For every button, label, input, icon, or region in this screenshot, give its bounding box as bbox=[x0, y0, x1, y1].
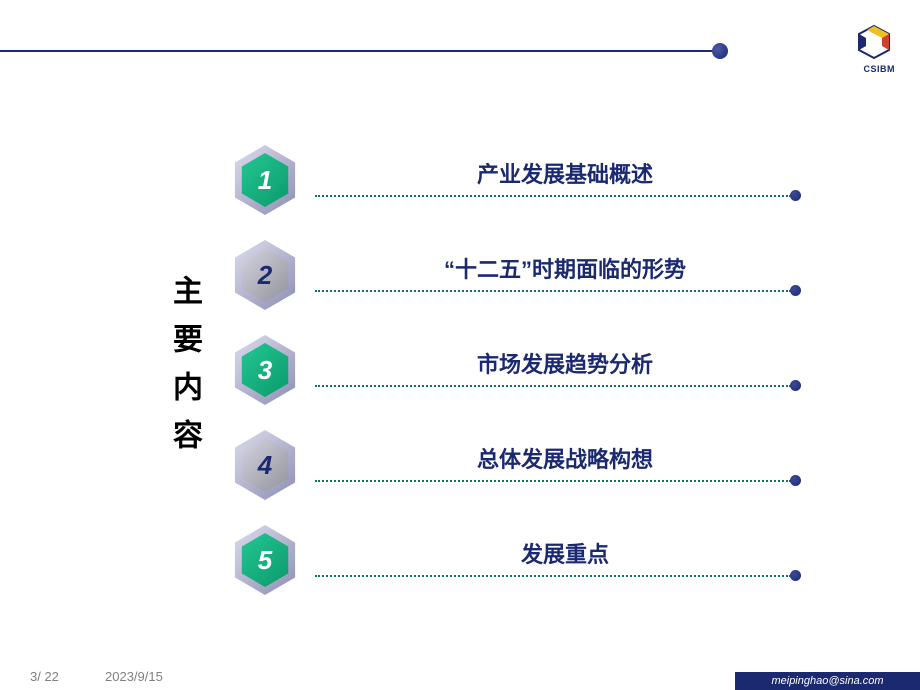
hex-badge-2: 2 bbox=[230, 240, 300, 310]
line-end-dot bbox=[790, 570, 801, 581]
line-end-dot bbox=[790, 190, 801, 201]
line-end-dot bbox=[790, 285, 801, 296]
dotted-line bbox=[315, 290, 791, 292]
footer: 3/ 22 2023/9/15 meipinghao@sina.com bbox=[0, 668, 920, 690]
list-item: 1 产业发展基础概述 bbox=[230, 135, 800, 230]
item-number: 3 bbox=[258, 355, 272, 386]
item-label: 发展重点 bbox=[345, 537, 785, 569]
hex-badge-1: 1 bbox=[230, 145, 300, 215]
list-item: 3 市场发展趋势分析 bbox=[230, 325, 800, 420]
list-item: 4 总体发展战略构想 bbox=[230, 420, 800, 515]
vertical-title: 主要内容 bbox=[162, 275, 206, 467]
item-label: 市场发展趋势分析 bbox=[345, 347, 785, 379]
item-label: 总体发展战略构想 bbox=[345, 442, 785, 474]
hex-badge-3: 3 bbox=[230, 335, 300, 405]
hex-badge-5: 5 bbox=[230, 525, 300, 595]
list-item: 2 “十二五”时期面临的形势 bbox=[230, 230, 800, 325]
footer-date: 2023/9/15 bbox=[105, 669, 163, 684]
line-end-dot bbox=[790, 475, 801, 486]
footer-email-bar: meipinghao@sina.com bbox=[735, 672, 920, 690]
list-item: 5 发展重点 bbox=[230, 515, 800, 610]
item-label: “十二五”时期面临的形势 bbox=[345, 252, 785, 284]
header-dot bbox=[712, 43, 728, 59]
item-label: 产业发展基础概述 bbox=[345, 157, 785, 189]
dotted-line bbox=[315, 385, 791, 387]
header-line bbox=[0, 50, 720, 52]
page-number: 3/ 22 bbox=[30, 669, 59, 684]
csibm-logo bbox=[853, 22, 895, 64]
dotted-line bbox=[315, 195, 791, 197]
content-list: 1 产业发展基础概述 2 “十二五”时期面临的形势 3 市场发展趋势分析 4 总… bbox=[230, 135, 800, 610]
dotted-line bbox=[315, 480, 791, 482]
item-number: 1 bbox=[258, 165, 272, 196]
logo-text: CSIBM bbox=[864, 64, 896, 74]
line-end-dot bbox=[790, 380, 801, 391]
item-number: 4 bbox=[258, 450, 272, 481]
hex-badge-4: 4 bbox=[230, 430, 300, 500]
item-number: 2 bbox=[258, 260, 272, 291]
dotted-line bbox=[315, 575, 791, 577]
item-number: 5 bbox=[258, 545, 272, 576]
